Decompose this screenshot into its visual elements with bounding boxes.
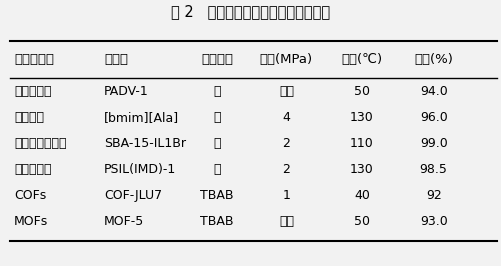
Text: 常压: 常压 [279,215,293,228]
Text: 无: 无 [213,85,220,98]
Text: COF-JLU7: COF-JLU7 [104,189,162,202]
Text: SBA-15-IL1Br: SBA-15-IL1Br [104,137,186,150]
Text: 产率(%): 产率(%) [413,53,452,66]
Text: 无: 无 [213,111,220,124]
Text: 50: 50 [353,215,369,228]
Text: 无: 无 [213,163,220,176]
Text: 94.0: 94.0 [419,85,447,98]
Text: 压力(MPa): 压力(MPa) [260,53,312,66]
Text: MOF-5: MOF-5 [104,215,144,228]
Text: 固载化离子液体: 固载化离子液体 [14,137,67,150]
Text: COFs: COFs [14,189,46,202]
Text: TBAB: TBAB [200,215,233,228]
Text: 聚离子液体: 聚离子液体 [14,85,52,98]
Text: 常压: 常压 [279,85,293,98]
Text: 92: 92 [425,189,441,202]
Text: 99.0: 99.0 [419,137,447,150]
Text: PSIL(IMD)-1: PSIL(IMD)-1 [104,163,176,176]
Text: TBAB: TBAB [200,189,233,202]
Text: 离子液体: 离子液体 [14,111,44,124]
Text: 聚离子液体: 聚离子液体 [14,163,52,176]
Text: [bmim][Ala]: [bmim][Ala] [104,111,179,124]
Text: 无: 无 [213,137,220,150]
Text: 50: 50 [353,85,369,98]
Text: 助催化剂: 助催化剂 [200,53,232,66]
Text: 96.0: 96.0 [419,111,447,124]
Text: 130: 130 [349,163,373,176]
Text: 催化剂种类: 催化剂种类 [14,53,54,66]
Text: 2: 2 [282,163,290,176]
Text: PADV-1: PADV-1 [104,85,149,98]
Text: 93.0: 93.0 [419,215,447,228]
Text: 2: 2 [282,137,290,150]
Text: MOFs: MOFs [14,215,48,228]
Text: 40: 40 [353,189,369,202]
Text: 4: 4 [282,111,290,124]
Text: 110: 110 [349,137,373,150]
Text: 1: 1 [282,189,290,202]
Text: 130: 130 [349,111,373,124]
Text: 表 2   不同类型催化剂的催化性能比较: 表 2 不同类型催化剂的催化性能比较 [171,5,330,19]
Text: 催化剂: 催化剂 [104,53,128,66]
Text: 98.5: 98.5 [419,163,447,176]
Text: 温度(℃): 温度(℃) [341,53,382,66]
